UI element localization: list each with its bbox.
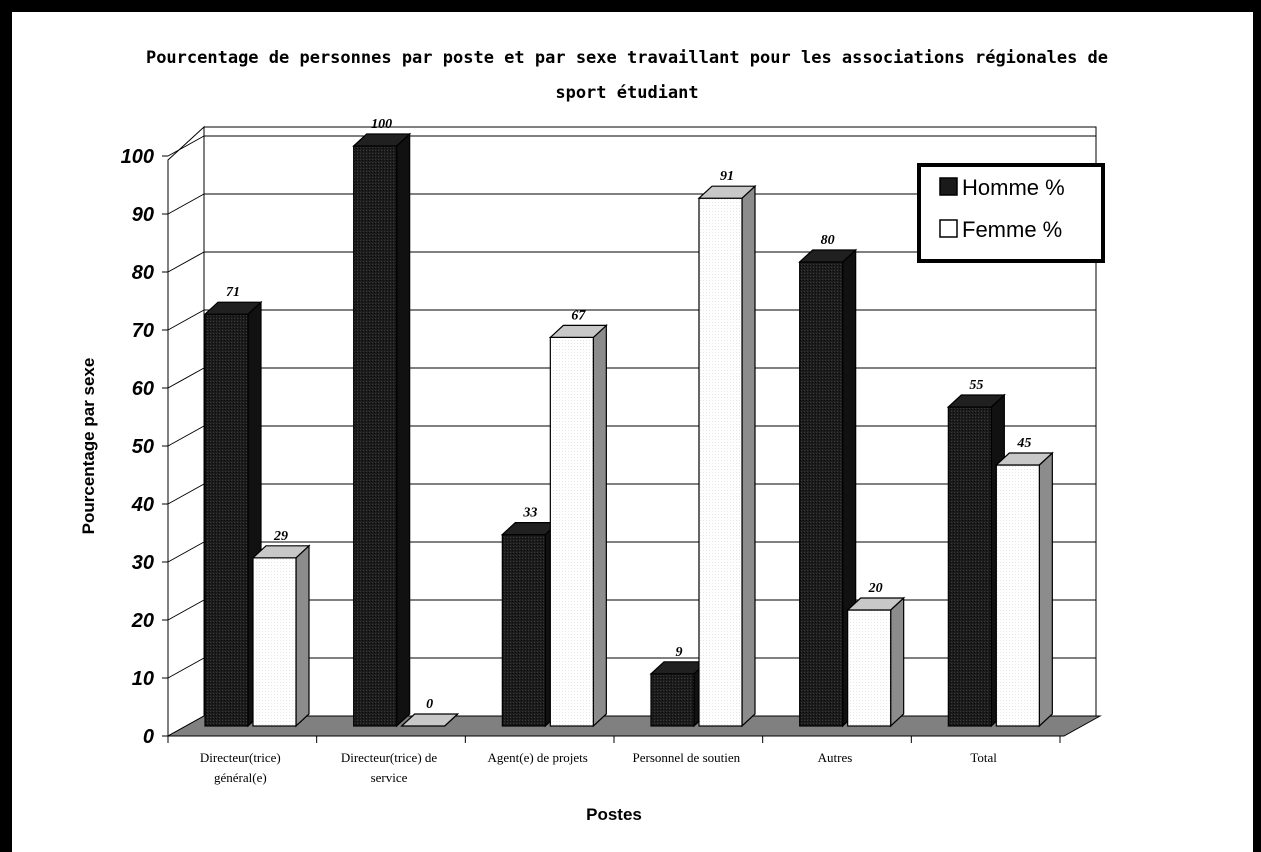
y-axis-label: Pourcentage par sexe [79, 358, 98, 535]
bars [203, 132, 1054, 728]
legend-swatch-homme [939, 177, 958, 196]
x-tick-label-0: Directeur(trice) [200, 750, 281, 765]
gridline-side [167, 251, 205, 273]
y-tick-label: 30 [132, 552, 154, 574]
x-tick-label-2: Agent(e) de projets [487, 750, 587, 765]
data-label-homme-4: 80 [821, 233, 835, 248]
y-tick-label: 50 [132, 436, 154, 458]
y-tick-label: 40 [131, 494, 154, 516]
y-tick-label: 80 [132, 262, 154, 284]
x-tick-label-1: Directeur(trice) de [341, 750, 438, 765]
bar-femme-3 [697, 184, 757, 728]
x-tick-label-5: Total [970, 750, 997, 765]
gridline-side [167, 367, 205, 389]
y-tick-label: 0 [143, 726, 154, 748]
y-tick-label: 90 [132, 204, 154, 226]
side-wall [167, 125, 205, 737]
data-label-femme-4: 20 [868, 581, 883, 596]
x-axis-label: Postes [586, 805, 642, 824]
y-tick-label: 70 [132, 320, 154, 342]
legend: Homme % Femme % [917, 163, 1105, 263]
x-axis-ticks: Directeur(trice) général(e) Directeur(tric… [200, 750, 997, 785]
gridline-side [167, 657, 205, 679]
gridline-side [167, 541, 205, 563]
bar-femme-0 [251, 544, 311, 728]
data-label-homme-2: 33 [522, 506, 537, 521]
data-label-femme-3: 91 [720, 169, 734, 184]
bar-femme-5 [994, 451, 1054, 728]
chart-title: Pourcentage de personnes par poste et pa… [146, 48, 1108, 103]
bar-femme-2 [548, 324, 608, 728]
legend-swatch-femme [939, 219, 958, 238]
data-label-homme-3: 9 [676, 645, 683, 660]
bar-homme-0 [203, 300, 263, 728]
chart-title-line-1: Pourcentage de personnes par poste et pa… [146, 48, 1108, 68]
legend-label-homme: Homme % [962, 175, 1065, 200]
bar-homme-1 [352, 132, 412, 728]
gridline-side [167, 193, 205, 215]
chart-title-line-2: sport étudiant [555, 83, 698, 103]
bar-femme-1 [400, 713, 460, 727]
legend-label-femme: Femme % [962, 217, 1062, 242]
x-axis [167, 735, 1061, 743]
x-tick-label-1: service [371, 770, 408, 785]
y-tick-label: 60 [132, 378, 154, 400]
gridline-side [167, 483, 205, 505]
bar-femme-4 [846, 596, 906, 728]
gridline-side [167, 599, 205, 621]
data-label-homme-5: 55 [969, 378, 983, 393]
y-tick-label: 20 [131, 610, 154, 632]
x-tick-label-3: Personnel de soutien [633, 750, 741, 765]
y-tick-label: 100 [121, 146, 154, 168]
gridline-side [167, 425, 205, 447]
data-label-femme-2: 67 [571, 308, 586, 323]
gridline-side [167, 309, 205, 331]
y-tick-label: 10 [132, 668, 154, 690]
data-labels: 71 100 33 9 80 55 29 0 67 91 20 45 [226, 117, 1031, 712]
data-label-femme-0: 29 [273, 529, 288, 544]
gridline-side [167, 135, 205, 157]
data-label-femme-1: 0 [426, 697, 433, 712]
data-label-homme-1: 100 [371, 117, 392, 132]
x-tick-label-0: général(e) [214, 770, 267, 785]
bar-homme-4 [798, 248, 858, 728]
data-label-homme-0: 71 [226, 285, 240, 300]
data-label-femme-5: 45 [1016, 436, 1031, 451]
x-tick-label-4: Autres [818, 750, 853, 765]
y-axis-ticks: 0 10 20 30 40 50 60 70 80 90 100 [121, 146, 168, 748]
